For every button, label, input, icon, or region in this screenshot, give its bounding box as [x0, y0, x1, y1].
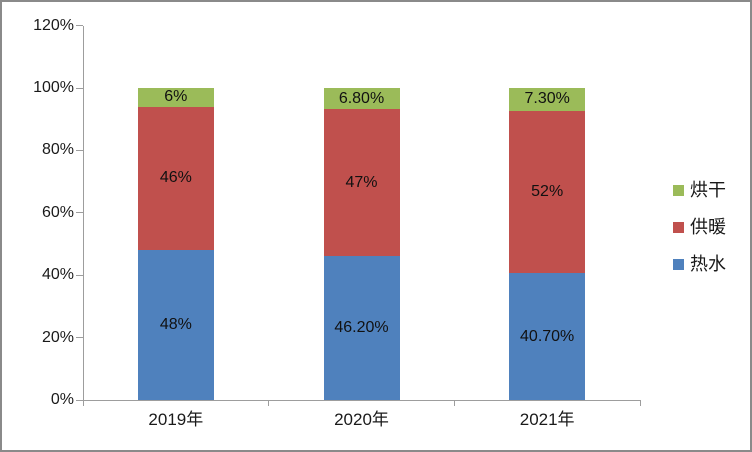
y-tick-label: 60% [41, 203, 74, 221]
x-tick-label: 2020年 [334, 410, 389, 429]
y-tick-label: 80% [41, 141, 74, 159]
legend-swatch-icon [673, 185, 684, 196]
legend-swatch-icon [673, 222, 684, 233]
x-tick-label: 2021年 [519, 410, 575, 429]
segment-label: 52% [531, 182, 564, 200]
bar-segment-烘干: 7.30% [509, 88, 586, 111]
bar-segment-烘干: 6% [137, 88, 214, 107]
bar-segment-热水: 46.20% [323, 255, 400, 400]
x-tick-label: 2019年 [148, 410, 204, 429]
segment-label: 46.20% [334, 318, 389, 336]
legend-item-供暖: 供暖 [673, 216, 726, 239]
segment-label: 48% [159, 316, 192, 334]
y-axis-tick [76, 274, 83, 276]
x-axis-line [83, 400, 640, 401]
legend-item-烘干: 烘干 [673, 179, 726, 202]
legend-label: 烘干 [690, 180, 726, 200]
legend-swatch-icon [673, 259, 684, 270]
y-axis-tick [76, 399, 83, 401]
y-tick-label: 40% [41, 266, 74, 284]
y-axis-tick [76, 337, 83, 339]
bar-segment-供暖: 52% [509, 110, 586, 273]
y-tick-label: 20% [41, 328, 74, 346]
y-axis-tick [76, 212, 83, 214]
legend-label: 供暖 [690, 217, 726, 237]
y-tick-label: 100% [33, 79, 74, 96]
legend-item-热水: 热水 [673, 253, 726, 276]
bar-segment-烘干: 6.80% [323, 88, 400, 110]
x-axis-tick [268, 400, 270, 406]
y-axis-line [83, 25, 84, 400]
x-axis-tick [639, 400, 641, 406]
y-tick-label: 0% [50, 391, 74, 408]
segment-label: 6.80% [338, 89, 385, 107]
x-axis-tick [453, 400, 455, 406]
bar-segment-热水: 48% [137, 250, 214, 400]
bar-segment-供暖: 47% [323, 109, 400, 256]
chart-legend: 烘干 供暖 热水 [673, 179, 726, 290]
y-axis-tick [76, 25, 83, 27]
segment-label: 40.70% [520, 327, 575, 345]
segment-label: 47% [345, 173, 378, 191]
segment-label: 7.30% [524, 90, 570, 108]
y-axis-tick [76, 149, 83, 151]
bar-segment-供暖: 46% [137, 106, 214, 251]
segment-label: 46% [159, 169, 192, 187]
x-axis-tick [82, 400, 84, 406]
y-axis-tick [76, 87, 83, 89]
bar-segment-热水: 40.70% [509, 273, 586, 400]
segment-label: 6% [164, 88, 188, 106]
legend-label: 热水 [690, 254, 726, 274]
y-tick-label: 120% [33, 16, 74, 34]
